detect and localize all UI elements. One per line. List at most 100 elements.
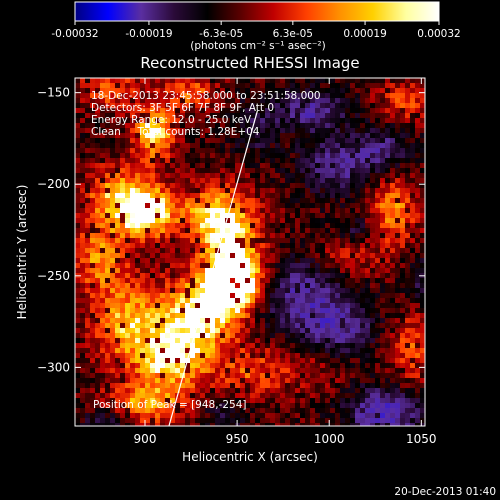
heatmap-cell	[235, 193, 241, 199]
heatmap-cell	[345, 298, 351, 304]
heatmap-cell	[210, 108, 216, 114]
heatmap-cell	[105, 253, 111, 259]
heatmap-cell	[155, 423, 161, 426]
heatmap-cell	[305, 168, 311, 174]
heatmap-cell	[160, 228, 166, 234]
heatmap-cell	[165, 173, 171, 179]
heatmap-cell	[165, 323, 171, 329]
heatmap-cell	[155, 128, 161, 134]
heatmap-cell	[185, 278, 191, 284]
heatmap-cell	[420, 258, 425, 264]
heatmap-cell	[400, 113, 406, 119]
heatmap-cell	[95, 78, 101, 84]
heatmap-cell	[95, 233, 101, 239]
heatmap-cell	[310, 358, 316, 364]
heatmap-cell	[330, 418, 336, 424]
heatmap-cell	[90, 103, 96, 109]
heatmap-cell	[315, 158, 321, 164]
heatmap-cell	[250, 213, 256, 219]
heatmap-cell	[245, 188, 251, 194]
heatmap-cell	[225, 363, 231, 369]
heatmap-cell	[150, 388, 156, 394]
heatmap-cell	[210, 258, 216, 264]
heatmap-cell	[315, 118, 321, 124]
heatmap-cell	[280, 388, 286, 394]
heatmap-cell	[220, 313, 226, 319]
heatmap-cell	[235, 133, 241, 139]
heatmap-cell	[75, 213, 81, 219]
heatmap-cell	[180, 288, 186, 294]
heatmap-cell	[370, 288, 376, 294]
heatmap-cell	[175, 78, 181, 84]
heatmap-cell	[360, 313, 366, 319]
heatmap-cell	[115, 78, 121, 84]
heatmap-cell	[270, 323, 276, 329]
heatmap-cell	[395, 268, 401, 274]
heatmap-cell	[345, 398, 351, 404]
heatmap-cell	[325, 238, 331, 244]
heatmap-cell	[215, 123, 221, 129]
heatmap-cell	[420, 323, 425, 329]
heatmap-cell	[400, 273, 406, 279]
heatmap-cell	[180, 188, 186, 194]
heatmap-cell	[250, 348, 256, 354]
heatmap-cell	[295, 298, 301, 304]
heatmap-cell	[120, 138, 126, 144]
heatmap-cell	[290, 298, 296, 304]
heatmap-cell	[285, 378, 291, 384]
heatmap-cell	[80, 378, 86, 384]
heatmap-cell	[320, 253, 326, 259]
heatmap-cell	[315, 88, 321, 94]
heatmap-cell	[115, 353, 121, 359]
heatmap-cell	[120, 418, 126, 424]
heatmap-cell	[170, 413, 176, 419]
heatmap-cell	[345, 153, 351, 159]
heatmap-cell	[240, 353, 246, 359]
heatmap-cell	[95, 148, 101, 154]
heatmap-cell	[335, 308, 341, 314]
heatmap-cell	[300, 298, 306, 304]
heatmap-cell	[195, 103, 201, 109]
heatmap-cell	[410, 153, 416, 159]
heatmap-cell	[310, 398, 316, 404]
heatmap-cell	[205, 388, 211, 394]
heatmap-cell	[340, 78, 346, 84]
heatmap-cell	[185, 263, 191, 269]
heatmap-cell	[170, 93, 176, 99]
heatmap-cell	[140, 398, 146, 404]
heatmap-cell	[305, 263, 311, 269]
heatmap-cell	[180, 223, 186, 229]
heatmap-cell	[250, 178, 256, 184]
heatmap-cell	[130, 253, 136, 259]
heatmap-cell	[330, 88, 336, 94]
heatmap-cell	[265, 398, 271, 404]
heatmap-cell	[290, 108, 296, 114]
heatmap-cell	[245, 363, 251, 369]
heatmap-cell	[300, 248, 306, 254]
heatmap-cell	[100, 263, 106, 269]
heatmap-cell	[240, 368, 246, 374]
heatmap-cell	[385, 288, 391, 294]
heatmap-cell	[190, 213, 196, 219]
heatmap-cell	[415, 328, 421, 334]
heatmap-cell	[260, 348, 266, 354]
heatmap-cell	[150, 308, 156, 314]
heatmap-cell	[390, 128, 396, 134]
heatmap-cell	[355, 168, 361, 174]
heatmap-cell	[185, 333, 191, 339]
heatmap-cell	[395, 173, 401, 179]
heatmap-cell	[335, 423, 341, 426]
heatmap-cell	[145, 218, 151, 224]
heatmap-cell	[400, 183, 406, 189]
heatmap-cell	[125, 293, 131, 299]
heatmap-cell	[120, 293, 126, 299]
heatmap-cell	[85, 243, 91, 249]
heatmap-cell	[90, 423, 96, 426]
heatmap-cell	[355, 118, 361, 124]
heatmap-cell	[150, 373, 156, 379]
heatmap-cell	[195, 323, 201, 329]
heatmap-cell	[365, 293, 371, 299]
heatmap-cell	[190, 408, 196, 414]
heatmap-cell	[200, 353, 206, 359]
heatmap-cell	[380, 368, 386, 374]
